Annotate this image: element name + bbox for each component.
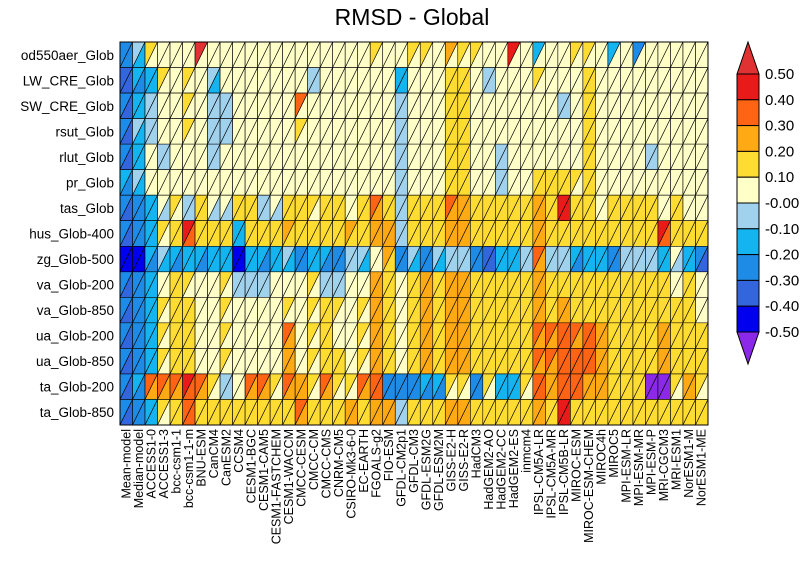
colorbar-tick-label: -0.20 xyxy=(765,247,799,264)
column-label: GISS-E2-R xyxy=(457,429,471,492)
row-label: va_Glob-200 xyxy=(37,278,114,293)
colorbar-segment xyxy=(736,254,760,281)
colorbar-over-triangle xyxy=(736,40,760,75)
row-label: ua_Glob-850 xyxy=(36,354,114,369)
column-label: CMCC-CMS xyxy=(319,429,333,498)
column-label: IPSL-CM5A-LR xyxy=(532,429,546,515)
chart-title: RMSD - Global xyxy=(335,4,490,30)
colorbar-tick-label: -0.40 xyxy=(765,298,799,315)
column-label: NorESM1-ME xyxy=(695,429,709,506)
row-label: LW_CRE_Glob xyxy=(23,73,114,88)
column-label: GFDL-ESM2G xyxy=(420,429,434,510)
colorbar-segment xyxy=(736,279,760,307)
column-label: MIROC-ESM xyxy=(570,429,584,502)
column-label: bcc-csm1-1-m xyxy=(182,429,196,508)
column-label: MIROC5 xyxy=(607,429,621,478)
colorbar-segment xyxy=(736,305,760,333)
colorbar-tick-label: -0.30 xyxy=(765,272,799,289)
colorbar-segment xyxy=(736,150,760,178)
column-label: CMCC-CM xyxy=(307,429,321,490)
column-label: EC-EARTH xyxy=(357,429,371,493)
colorbar-under-triangle xyxy=(736,331,760,366)
colorbar-tick-label: 0.30 xyxy=(765,118,794,135)
row-label: od550aer_Glob xyxy=(21,48,114,63)
column-label: IPSL-CM5B-LR xyxy=(557,429,571,515)
colorbar-segment xyxy=(736,176,760,204)
colorbar-tick-label: -0.00 xyxy=(765,195,799,212)
column-label: MIROC4h xyxy=(595,429,609,485)
colorbar-tick-label: -0.10 xyxy=(765,221,799,238)
column-label: MPI-ESM-P xyxy=(645,429,659,495)
colorbar-tick-label: 0.10 xyxy=(765,169,794,186)
column-label: ACCESS1-3 xyxy=(157,429,171,499)
column-label: bcc-csm1-1 xyxy=(169,429,183,494)
column-label: HadCM3 xyxy=(470,429,484,478)
column-label: inmcm4 xyxy=(520,429,534,473)
column-label: CESM1-CAM5 xyxy=(257,429,271,511)
row-label: pr_Glob xyxy=(66,175,114,190)
column-label: FGOALS-g2 xyxy=(369,429,383,498)
colorbar-segment xyxy=(736,202,760,230)
heatmap-cells xyxy=(119,41,709,426)
row-label: va_Glob-850 xyxy=(37,303,114,318)
colorbar-tick-label: 0.40 xyxy=(765,92,794,109)
column-label: CanCM4 xyxy=(207,429,221,478)
column-label: CNRM-CM5 xyxy=(332,429,346,497)
column-label: ACCESS1-0 xyxy=(144,429,158,499)
column-label: CanESM2 xyxy=(219,429,233,486)
colorbar-segment xyxy=(736,73,760,101)
column-label: CSIRO-Mk3-6-0 xyxy=(344,429,358,519)
column-label: GFDL-CM2p1 xyxy=(394,429,408,507)
colorbar-tick-label: 0.20 xyxy=(765,143,794,160)
row-label: ta_Glob-200 xyxy=(40,380,114,395)
column-label: Median-model xyxy=(132,429,146,508)
row-labels: od550aer_Glob LW_CRE_Glob SW_CRE_Glob rsut_… xyxy=(20,48,114,420)
heatmap-frame xyxy=(119,41,709,426)
column-label: GISS-E2-H xyxy=(445,429,459,492)
column-label: CMCC-CESM xyxy=(294,429,308,507)
row-label: SW_CRE_Glob xyxy=(20,99,114,114)
column-label: GFDL-ESM2M xyxy=(432,429,446,511)
column-label: HadGEM2-ES xyxy=(507,429,521,508)
colorbar-segment xyxy=(736,228,760,256)
column-label: CESM1-FASTCHEM xyxy=(269,429,283,544)
column-labels: Mean-modelMedian-modelACCESS1-0ACCESS1-3… xyxy=(119,429,708,545)
column-label: Mean-model xyxy=(119,429,133,498)
column-label: HadGEM2-CC xyxy=(495,429,509,510)
column-label: MRI-CGCM3 xyxy=(657,429,671,501)
colorbar-tick-label: -0.50 xyxy=(765,324,799,341)
column-label: CESM1-WACCM xyxy=(282,429,296,524)
column-label: FIO-ESM xyxy=(382,429,396,481)
column-label: NorESM1-M xyxy=(682,429,696,498)
column-label: MPI-ESM-LR xyxy=(620,429,634,503)
row-label: hus_Glob-400 xyxy=(29,227,114,242)
column-label: MRI-ESM1 xyxy=(670,429,684,490)
colorbar: 0.50 0.40 0.30 0.20 0.10 -0.00 -0.10 -0.20 -0.30… xyxy=(736,40,799,366)
column-label: CCSM4 xyxy=(232,429,246,473)
row-label: tas_Glob xyxy=(60,201,114,216)
column-label: MIROC-ESM-CHEM xyxy=(582,429,596,543)
row-label: rlut_Glob xyxy=(59,150,114,165)
column-label: IPSL-CM5A-MR xyxy=(545,429,559,519)
column-label: GFDL-CM3 xyxy=(407,429,421,493)
row-label: ta_Glob-850 xyxy=(40,405,114,420)
colorbar-tick-label: 0.50 xyxy=(765,66,794,83)
row-label: zg_Glob-500 xyxy=(37,252,114,267)
column-label: MPI-ESM-MR xyxy=(632,429,646,506)
colorbar-segment xyxy=(736,125,760,152)
colorbar-segment xyxy=(736,99,760,127)
column-label: HadGEM2-AO xyxy=(482,429,496,510)
column-label: CESM1-BGC xyxy=(244,429,258,503)
column-label: BNU-ESM xyxy=(194,429,208,487)
row-label: ua_Glob-200 xyxy=(36,329,114,344)
row-label: rsut_Glob xyxy=(55,124,114,139)
